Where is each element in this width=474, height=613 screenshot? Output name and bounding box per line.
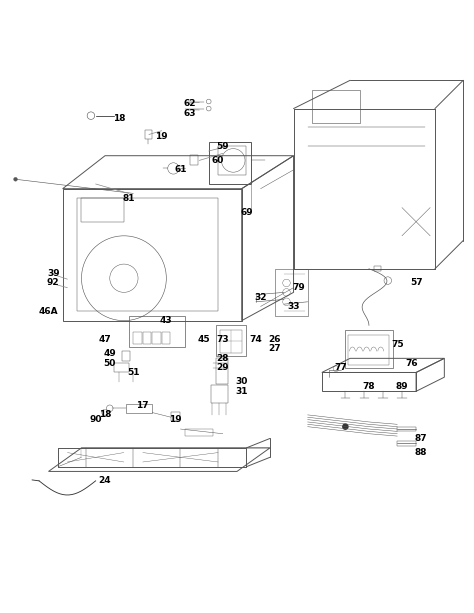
Text: 45: 45 xyxy=(198,335,210,344)
Text: 63: 63 xyxy=(183,109,196,118)
Bar xyxy=(77,198,218,311)
Text: 26: 26 xyxy=(268,335,281,344)
Bar xyxy=(162,332,170,344)
Polygon shape xyxy=(322,373,416,391)
Bar xyxy=(312,89,359,123)
Text: 49: 49 xyxy=(103,349,116,358)
Text: 24: 24 xyxy=(99,476,111,485)
Text: 75: 75 xyxy=(391,340,403,349)
Circle shape xyxy=(14,177,18,181)
Bar xyxy=(397,427,416,432)
Text: 32: 32 xyxy=(255,292,267,302)
Text: 50: 50 xyxy=(104,359,116,368)
Text: 78: 78 xyxy=(363,382,375,391)
Text: 77: 77 xyxy=(334,364,347,372)
Text: 61: 61 xyxy=(174,166,187,174)
Bar xyxy=(275,269,308,316)
Bar xyxy=(126,404,152,413)
Text: 92: 92 xyxy=(47,278,60,287)
Text: 51: 51 xyxy=(127,368,139,377)
Bar xyxy=(211,385,228,403)
Bar xyxy=(82,198,124,222)
Bar xyxy=(190,154,198,165)
Bar xyxy=(143,332,151,344)
Bar xyxy=(216,326,246,356)
Text: 19: 19 xyxy=(155,132,168,142)
Bar xyxy=(133,332,142,344)
Bar xyxy=(209,142,251,184)
Text: 30: 30 xyxy=(236,378,248,386)
Circle shape xyxy=(342,424,349,430)
Text: 29: 29 xyxy=(217,364,229,372)
Text: 57: 57 xyxy=(410,278,422,287)
Text: 90: 90 xyxy=(90,415,102,424)
Text: 81: 81 xyxy=(122,194,135,203)
Text: 17: 17 xyxy=(137,401,149,410)
Text: 76: 76 xyxy=(405,359,418,368)
Text: 60: 60 xyxy=(212,156,224,165)
Text: 27: 27 xyxy=(268,345,281,354)
Text: 18: 18 xyxy=(99,410,111,419)
Text: 46A: 46A xyxy=(39,306,58,316)
Bar xyxy=(374,265,381,271)
Bar xyxy=(171,412,181,421)
Text: 62: 62 xyxy=(183,99,196,109)
Text: 47: 47 xyxy=(99,335,111,344)
Bar xyxy=(346,330,392,368)
Text: 73: 73 xyxy=(217,335,229,344)
Bar xyxy=(152,332,161,344)
Text: 33: 33 xyxy=(287,302,300,311)
Bar xyxy=(216,359,228,384)
Bar xyxy=(63,189,242,321)
Text: 89: 89 xyxy=(396,382,408,391)
Bar xyxy=(115,363,128,373)
Bar xyxy=(348,335,389,365)
Bar xyxy=(218,147,246,175)
Bar xyxy=(185,429,213,436)
Text: 28: 28 xyxy=(217,354,229,363)
Bar xyxy=(145,130,152,139)
Bar xyxy=(121,351,130,360)
Text: 43: 43 xyxy=(160,316,173,325)
Bar xyxy=(397,441,416,446)
Text: 39: 39 xyxy=(47,269,60,278)
Text: 31: 31 xyxy=(236,387,248,396)
Text: 88: 88 xyxy=(415,448,427,457)
Text: 79: 79 xyxy=(292,283,305,292)
Text: 74: 74 xyxy=(249,335,262,344)
Text: 87: 87 xyxy=(414,434,427,443)
Text: 18: 18 xyxy=(113,113,126,123)
Text: 59: 59 xyxy=(217,142,229,151)
Text: 19: 19 xyxy=(169,415,182,424)
Bar xyxy=(219,330,242,352)
Bar xyxy=(128,316,185,346)
Text: 69: 69 xyxy=(240,208,253,217)
